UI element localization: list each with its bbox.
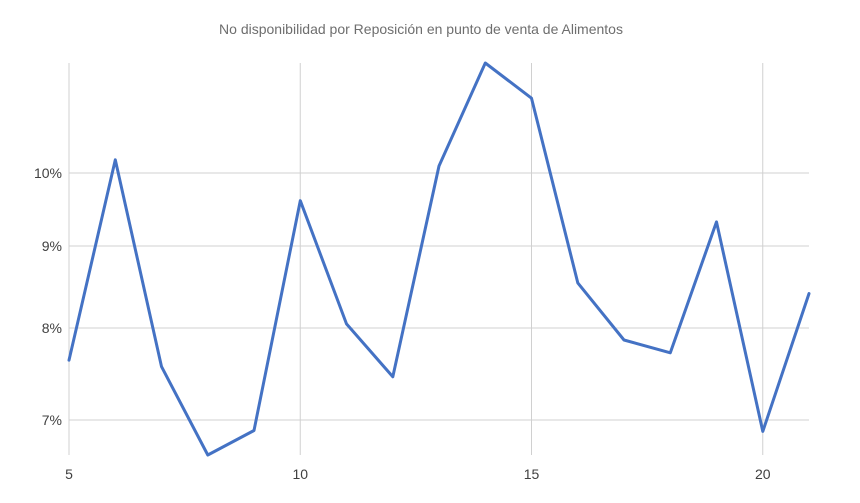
x-tick-label: 5 xyxy=(65,466,73,482)
y-tick-label: 7% xyxy=(42,412,62,428)
chart-title: No disponibilidad por Reposición en punt… xyxy=(219,21,623,37)
x-tick-label: 10 xyxy=(292,466,308,482)
series-line xyxy=(67,61,811,457)
tick-labels: 7% 8% 9% 10% 5 10 15 20 xyxy=(34,165,771,482)
y-tick-label: 9% xyxy=(42,238,62,254)
grid xyxy=(68,63,809,455)
y-tick-label: 10% xyxy=(34,165,62,181)
x-tick-label: 20 xyxy=(755,466,771,482)
x-tick-label: 15 xyxy=(524,466,540,482)
y-tick-label: 8% xyxy=(42,320,62,336)
